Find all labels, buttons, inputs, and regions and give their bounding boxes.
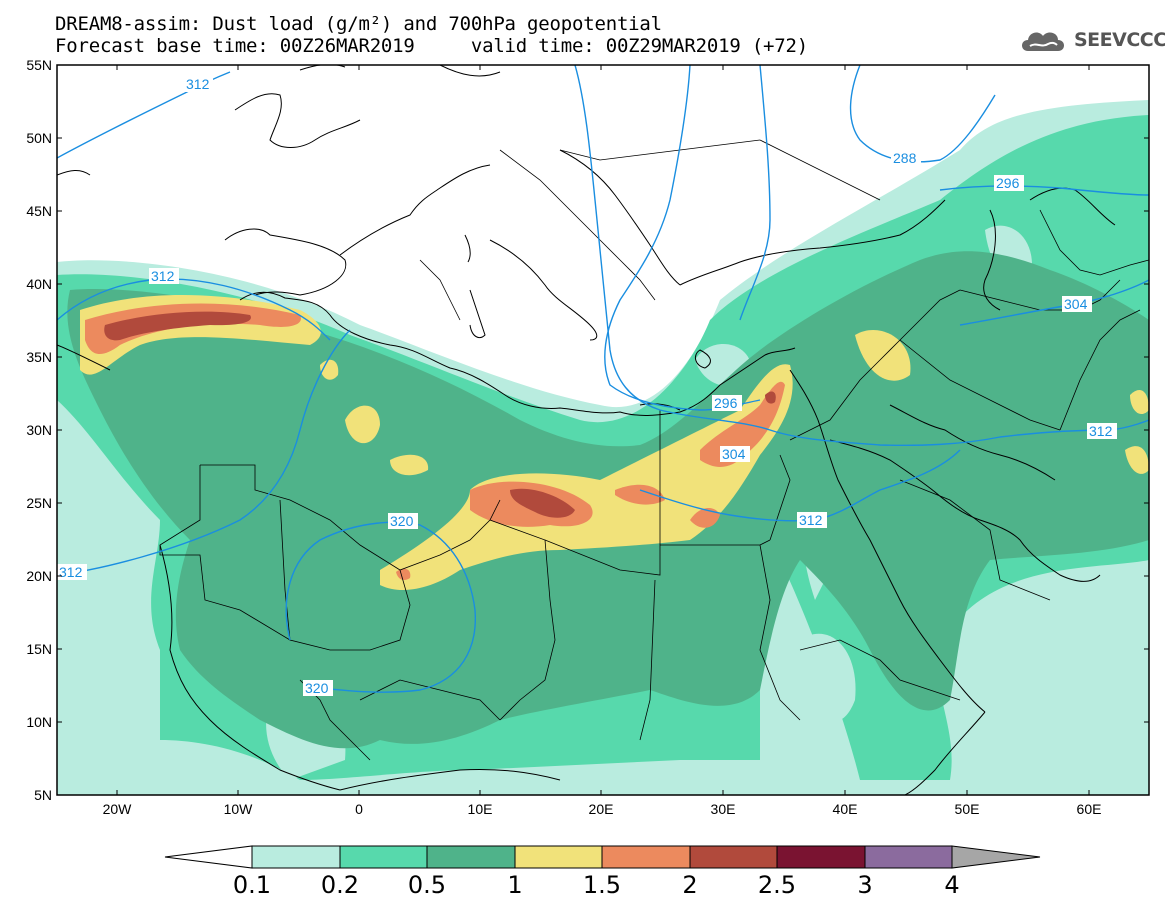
lon-label: 60E — [1077, 801, 1102, 817]
dust-band-2 — [510, 488, 575, 518]
geopotential-contours — [57, 65, 1149, 693]
dust-band-1.5d — [690, 508, 720, 528]
dust-band-1.5b — [615, 484, 665, 505]
lon-label: 10E — [468, 801, 493, 817]
longitude-labels: 20W 10W 0 10E 20E 30E 40E 50E 60E — [103, 801, 1102, 817]
contour-label: 312 — [186, 76, 210, 92]
dust-blob-iraq — [855, 329, 911, 381]
colorbar-bin — [514, 845, 603, 869]
dust-band-1 — [380, 364, 793, 590]
colorbar-label: 2.5 — [758, 871, 796, 899]
colorbar-bin — [426, 845, 516, 869]
lon-label: 50E — [955, 801, 980, 817]
dust-contour-2 — [104, 311, 251, 341]
coastlines — [57, 65, 1116, 795]
colorbar-label: 2 — [682, 871, 697, 899]
dust-blob-2-east — [765, 391, 776, 404]
lat-label: 40N — [26, 276, 52, 292]
colorbar-label: 1 — [507, 871, 522, 899]
colorbar-label: 4 — [944, 871, 959, 899]
contour-label: 320 — [305, 680, 329, 696]
lat-label: 15N — [26, 641, 52, 657]
dust-blob-atlas — [345, 405, 380, 444]
dust-blob-libya — [390, 454, 429, 476]
lat-label: 50N — [26, 130, 52, 146]
contour-label: 304 — [1064, 296, 1088, 312]
lat-label: 55N — [26, 57, 52, 73]
latitude-labels: 55N 50N 45N 40N 35N 30N 25N 20N 15N 10N … — [26, 57, 52, 803]
country-borders — [159, 139, 1149, 761]
latitude-axis — [57, 64, 1149, 796]
lon-label: 30E — [711, 801, 736, 817]
colorbar — [164, 845, 1041, 869]
dust-blob-gulf — [1125, 446, 1149, 474]
colorbar-low-arrow — [164, 845, 253, 869]
colorbar-label: 3 — [857, 871, 872, 899]
longitude-axis — [116, 65, 1090, 795]
contour-label: 312 — [59, 564, 83, 580]
contour-label: 304 — [722, 446, 746, 462]
contour-labels: 312 288 296 304 312 312 320 312 296 304 … — [57, 76, 1117, 696]
lon-label: 20E — [589, 801, 614, 817]
lat-label: 25N — [26, 495, 52, 511]
lat-label: 30N — [26, 422, 52, 438]
lon-label: 0 — [355, 801, 363, 817]
dust-blob-oman — [1130, 390, 1149, 415]
colorbar-bin — [689, 845, 778, 869]
contour-label: 312 — [1089, 423, 1113, 439]
lon-label: 40E — [833, 801, 858, 817]
contour-label: 296 — [714, 395, 738, 411]
colorbar-bin — [776, 845, 866, 869]
dust-gap-ethiopia — [800, 633, 856, 722]
colorbar-label: 1.5 — [583, 871, 621, 899]
lat-label: 5N — [34, 787, 52, 803]
colorbar-label: 0.1 — [233, 871, 271, 899]
contour-label: 296 — [996, 175, 1020, 191]
seevccc-logo: SEEVCCC — [1018, 22, 1165, 58]
contour-label: 312 — [151, 268, 175, 284]
contour-label: 312 — [799, 512, 823, 528]
lat-label: 20N — [26, 568, 52, 584]
colorbar-bin — [601, 845, 691, 869]
colorbar-labels: 0.1 0.2 0.5 1 1.5 2 2.5 3 4 — [233, 871, 960, 899]
map-plot-area: 312 288 296 304 312 312 320 312 296 304 … — [57, 65, 1149, 795]
cloud-logo-icon — [1022, 32, 1064, 51]
logo-text: SEEVCCC — [1074, 29, 1165, 51]
colorbar-high-arrow — [951, 845, 1041, 869]
colorbar-bin — [251, 845, 341, 869]
colorbar-label: 0.2 — [321, 871, 359, 899]
lon-label: 10W — [224, 801, 254, 817]
contour-label: 288 — [893, 150, 917, 166]
lon-label: 20W — [103, 801, 133, 817]
dust-blob-1.5-west — [396, 568, 411, 580]
colorbar-bin — [864, 845, 953, 869]
lat-label: 35N — [26, 349, 52, 365]
lat-label: 10N — [26, 714, 52, 730]
colorbar-bin — [339, 845, 428, 869]
forecast-time-subtitle: Forecast base time: 00Z26MAR2019 valid t… — [55, 35, 809, 57]
colorbar-label: 0.5 — [408, 871, 446, 899]
lat-label: 45N — [26, 203, 52, 219]
map-title: DREAM8-assim: Dust load (g/m²) and 700hP… — [55, 13, 662, 35]
contour-label: 320 — [390, 513, 414, 529]
